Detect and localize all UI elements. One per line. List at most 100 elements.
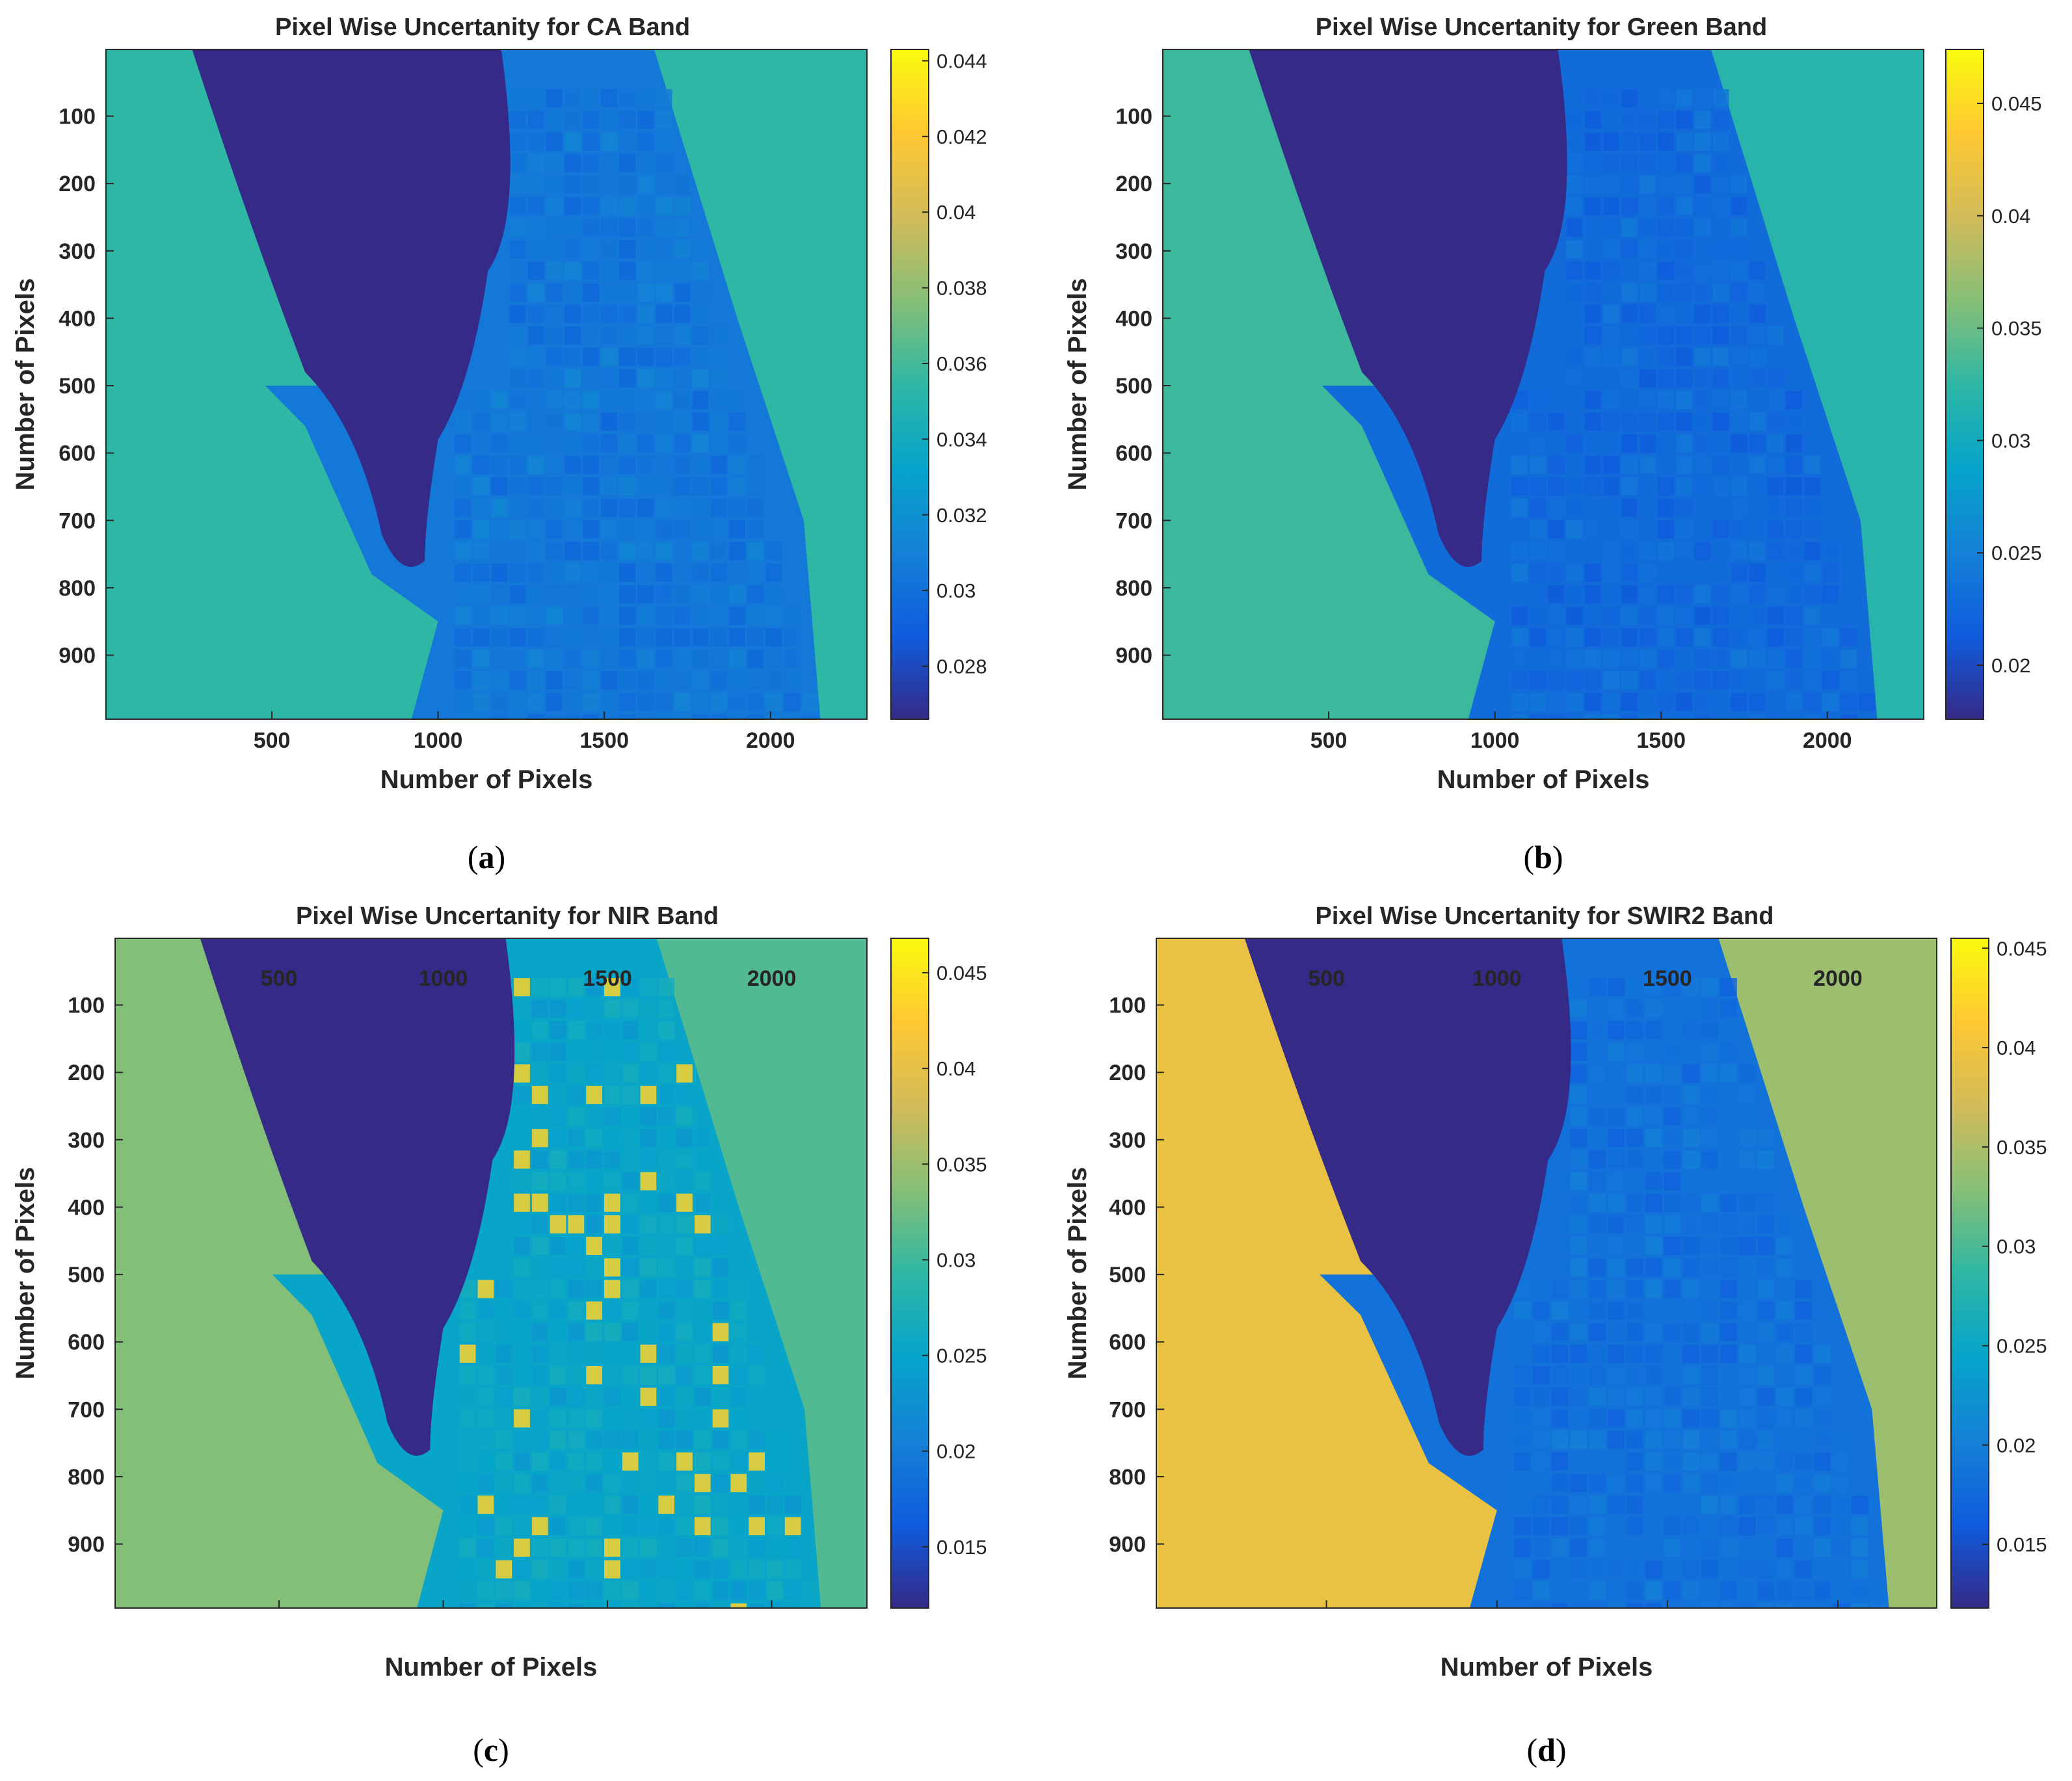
y-tick-label: 500 <box>1109 1263 1146 1287</box>
region-water <box>200 938 515 1456</box>
y-tick-label: 800 <box>59 576 96 601</box>
x-tick-label: 1000 <box>414 728 463 753</box>
region-water <box>1244 938 1571 1456</box>
colorbar-tick-label: 0.035 <box>1991 317 2042 340</box>
region-right-land <box>654 49 867 719</box>
colorbar-tick-label: 0.034 <box>936 428 987 451</box>
heatmap-image <box>1156 938 1937 1608</box>
colorbar-tick-label: 0.025 <box>936 1345 987 1367</box>
y-tick-label: 600 <box>59 442 96 466</box>
y-tick-label: 400 <box>1109 1195 1146 1220</box>
y-tick-label: 900 <box>59 644 96 668</box>
heatmap-image <box>115 938 867 1608</box>
colorbar-tick-label: 0.02 <box>936 1440 976 1463</box>
colorbar-tick-label: 0.042 <box>936 125 987 148</box>
y-axis-label: Number of Pixels <box>1063 278 1092 491</box>
field-mosaic <box>1511 89 1876 719</box>
colorbar-tick-label: 0.028 <box>936 655 987 678</box>
region-right-land <box>1718 938 1937 1608</box>
chart-title: Pixel Wise Uncertanity for CA Band <box>275 14 690 41</box>
x-axis-label: Number of Pixels <box>380 765 593 794</box>
y-tick-label: 400 <box>1115 306 1152 331</box>
chart-title: Pixel Wise Uncertanity for Green Band <box>1316 14 1767 41</box>
region-right-land <box>656 938 867 1608</box>
x-axis-label: Number of Pixels <box>1441 1653 1653 1682</box>
colorbar-tick-label: 0.04 <box>936 201 976 224</box>
x-tick-label: 1500 <box>583 966 632 991</box>
y-tick-label: 800 <box>68 1465 105 1490</box>
y-tick-label: 600 <box>68 1330 105 1355</box>
colorbar-tick-label: 0.015 <box>1997 1533 2047 1556</box>
region-right-land <box>1710 49 1924 719</box>
panel-caption: (a) <box>468 839 505 875</box>
field-mosaic <box>455 89 819 719</box>
colorbar-tick-label: 0.045 <box>1997 937 2047 960</box>
colorbar-tick-label: 0.02 <box>1991 654 2030 677</box>
y-tick-label: 700 <box>68 1397 105 1422</box>
y-tick-label: 300 <box>68 1128 105 1153</box>
y-tick-label: 200 <box>1109 1061 1146 1085</box>
colorbar <box>1950 938 1989 1609</box>
colorbar-tick-label: 0.02 <box>1997 1434 2036 1457</box>
panel-b: 500 1000 1500 2000 100 200 300 400 500 600 700 800 9… <box>1063 14 2042 875</box>
y-tick-label: 700 <box>59 508 96 533</box>
colorbar-tick-label: 0.035 <box>936 1153 987 1176</box>
y-tick-label: 800 <box>1109 1465 1146 1490</box>
colorbar-tick-label: 0.035 <box>1997 1136 2047 1159</box>
x-tick-label: 1500 <box>1643 966 1692 991</box>
x-tick-label: 500 <box>1308 966 1345 991</box>
y-tick-label: 100 <box>59 105 96 129</box>
y-tick-label: 900 <box>1109 1533 1146 1557</box>
y-tick-label: 200 <box>1115 172 1152 196</box>
y-tick-label: 400 <box>59 306 96 331</box>
axes-frame <box>114 938 868 1609</box>
x-tick-label: 2000 <box>1813 966 1863 991</box>
axes-frame <box>105 49 868 720</box>
colorbar-tick-label: 0.04 <box>1991 205 2030 228</box>
colorbar-tick-label: 0.038 <box>936 277 987 300</box>
y-axis-label: Number of Pixels <box>1063 1167 1092 1380</box>
axes-frame <box>1156 938 1937 1609</box>
colorbar-tick-label: 0.044 <box>936 49 987 72</box>
region-water <box>1249 49 1567 567</box>
x-tick-label: 500 <box>1310 728 1348 753</box>
y-tick-label: 500 <box>1115 374 1152 399</box>
y-tick-label: 600 <box>1109 1330 1146 1355</box>
x-tick-label: 500 <box>254 728 291 753</box>
colorbar-tick-label: 0.025 <box>1997 1335 2047 1358</box>
colorbar-tick-label: 0.03 <box>1997 1235 2036 1258</box>
y-tick-label: 600 <box>1115 442 1152 466</box>
colorbar-tick-label: 0.03 <box>936 579 976 602</box>
colorbar-tick-label: 0.036 <box>936 352 987 375</box>
field-mosaic <box>459 978 819 1608</box>
y-tick-label: 900 <box>1115 644 1152 668</box>
y-tick-label: 500 <box>68 1263 105 1287</box>
panel-caption: (b) <box>1523 839 1563 875</box>
x-tick-label: 2000 <box>1803 728 1852 753</box>
colorbar-tick-label: 0.045 <box>936 962 987 984</box>
y-tick-label: 300 <box>59 239 96 264</box>
y-tick-label: 100 <box>1115 105 1152 129</box>
colorbar-tick-label: 0.03 <box>1991 429 2030 452</box>
x-tick-label: 500 <box>261 966 298 991</box>
y-tick-label: 400 <box>68 1195 105 1220</box>
x-tick-label: 1000 <box>419 966 468 991</box>
panel-caption: (c) <box>473 1732 509 1768</box>
y-tick-label: 300 <box>1109 1128 1146 1153</box>
y-tick-label: 700 <box>1115 508 1152 533</box>
colorbar <box>890 49 929 720</box>
y-tick-label: 100 <box>1109 994 1146 1018</box>
colorbar <box>1945 49 1984 720</box>
y-tick-label: 800 <box>1115 576 1152 601</box>
colorbar-tick-label: 0.03 <box>936 1248 976 1271</box>
x-tick-label: 1000 <box>1472 966 1522 991</box>
y-tick-label: 100 <box>68 994 105 1018</box>
colorbar-tick-label: 0.045 <box>1991 92 2042 115</box>
y-tick-label: 200 <box>68 1061 105 1085</box>
x-tick-label: 2000 <box>746 728 795 753</box>
panel-d: 500 1000 1500 2000 100 200 300 400 500 600 700 800 9… <box>1063 903 2047 1768</box>
chart-title: Pixel Wise Uncertanity for SWIR2 Band <box>1316 903 1774 930</box>
chart-title: Pixel Wise Uncertanity for NIR Band <box>296 903 719 930</box>
colorbar-tick-label: 0.032 <box>936 504 987 527</box>
